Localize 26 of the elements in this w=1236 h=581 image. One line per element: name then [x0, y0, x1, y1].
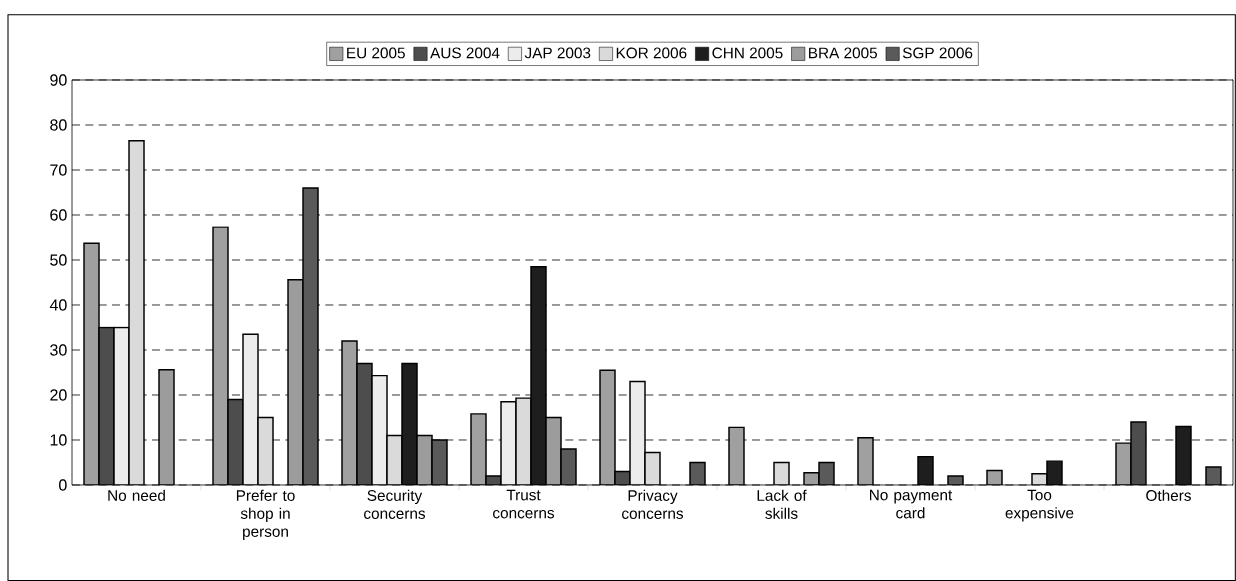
x-tick-label: No payment card [870, 489, 953, 519]
y-tick-label: 40 [49, 299, 67, 311]
x-tick-label: Too expensive [1005, 489, 1074, 522]
legend-label: EU 2005 [347, 47, 405, 59]
x-tick-label: Others [1146, 489, 1191, 501]
x-tick-label: No need [108, 489, 165, 501]
y-tick-label: 10 [50, 434, 67, 446]
legend-label: BRA 2005 [809, 47, 878, 59]
legend-label: AUS 2004 [430, 47, 500, 59]
y-tick-label: 70 [50, 164, 67, 176]
x-tick-label: Privacy concerns [622, 489, 684, 519]
y-tick-label: 0 [59, 479, 67, 491]
y-tick-label: 50 [50, 254, 67, 266]
legend-label: CHN 2005 [712, 47, 783, 59]
x-tick-label: Lack of skills [757, 489, 807, 519]
y-tick-label: 20 [50, 389, 67, 401]
legend-label: JAP 2003 [524, 47, 591, 59]
y-tick-label: 60 [50, 209, 67, 221]
x-tick-label: Prefer to shop in person [236, 489, 295, 540]
legend-label: SGP 2006 [902, 47, 973, 59]
y-tick-label: 80 [50, 119, 67, 131]
legend-label: KOR 2006 [616, 47, 687, 59]
y-tick-label: 30 [50, 344, 67, 356]
x-tick-label: Security concerns [364, 489, 426, 519]
x-tick-label: Trust concerns [493, 489, 555, 519]
y-tick-label: 90 [50, 74, 67, 86]
